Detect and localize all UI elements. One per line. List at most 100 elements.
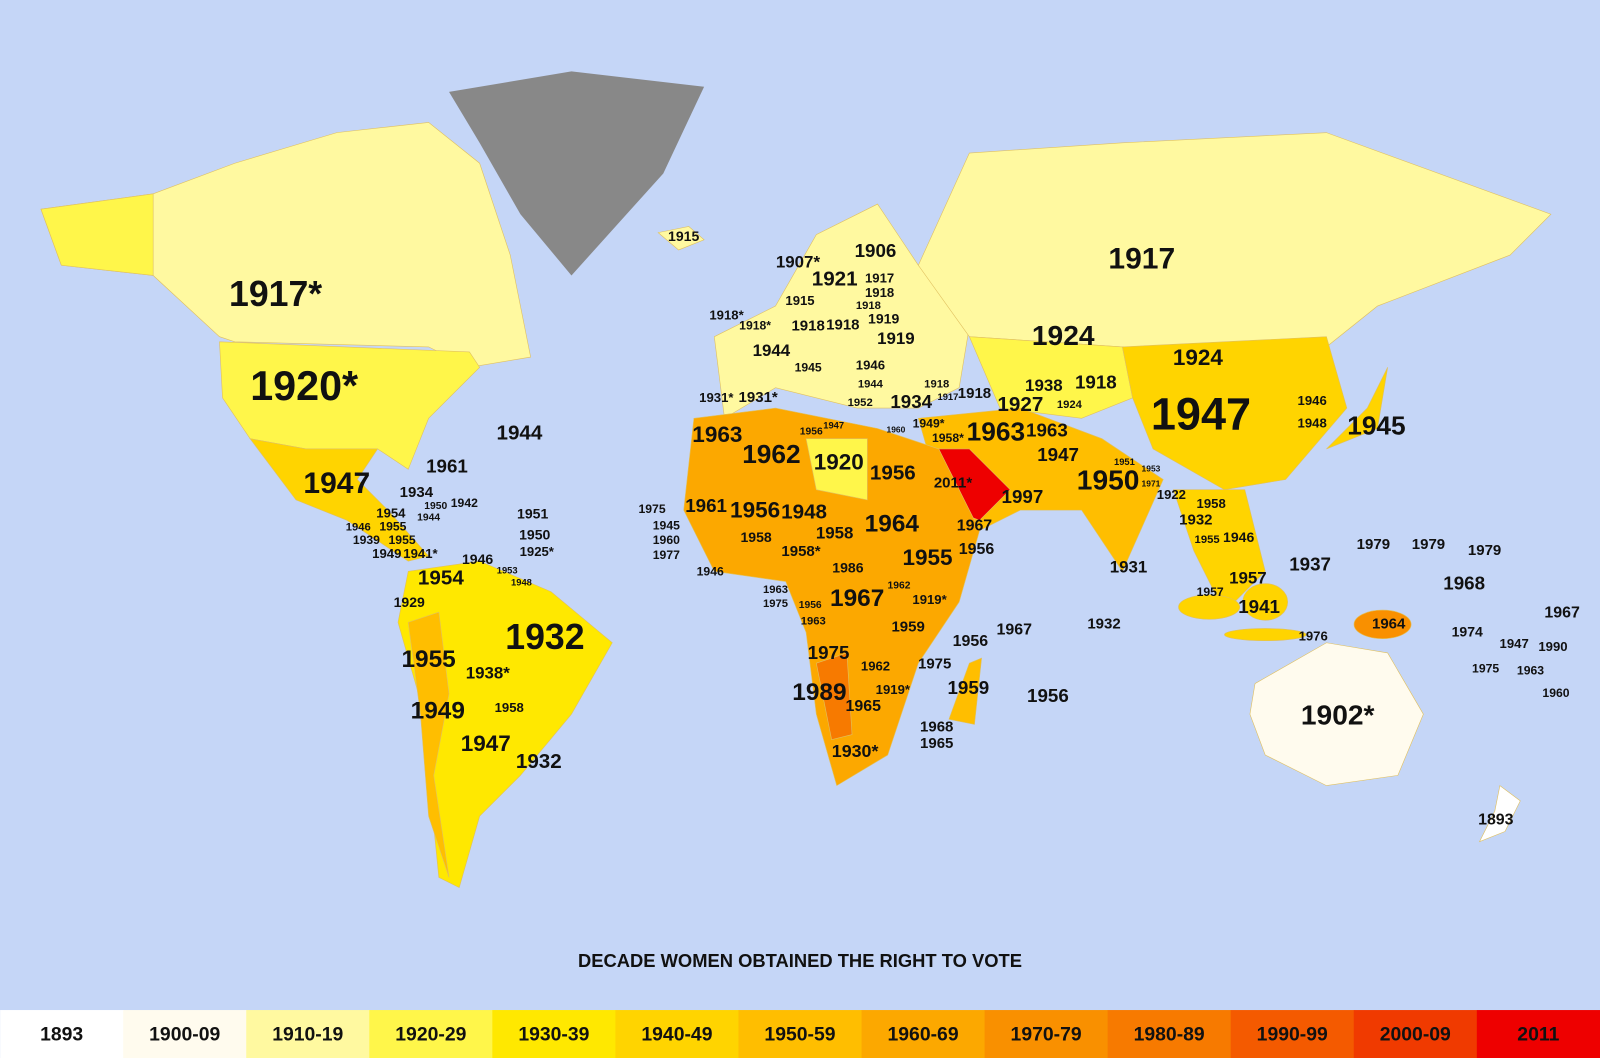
legend-swatch <box>738 1010 863 1058</box>
legend-label: 1920-29 <box>395 1024 466 1046</box>
year-label: 1997 <box>1002 486 1044 507</box>
legend-swatch <box>492 1010 616 1058</box>
year-label: 1948 <box>781 500 827 523</box>
year-label: 1946 <box>346 522 371 534</box>
year-label: 1956 <box>959 541 995 558</box>
year-label: 1946 <box>1298 393 1327 408</box>
year-label: 1963 <box>763 584 788 596</box>
year-label: 1917 <box>1108 242 1175 275</box>
legend-swatch <box>246 1010 370 1058</box>
year-label: 1957 <box>1197 585 1224 599</box>
year-label: 1924 <box>1057 399 1083 411</box>
year-label: 1956 <box>730 497 780 522</box>
year-label: 1964 <box>865 511 920 538</box>
year-label: 1918* <box>709 307 744 322</box>
europe <box>713 203 970 419</box>
namibia <box>815 652 853 741</box>
year-label: 1934 <box>400 484 434 501</box>
year-label: 1902* <box>1301 699 1375 730</box>
japan <box>1326 367 1388 450</box>
legend: 1893 1900-09 1910-19 1920-29 1930-39 1940-49 1… <box>0 1010 1600 1058</box>
legend-label: 1930-39 <box>518 1024 589 1046</box>
iceland <box>657 226 705 251</box>
year-label: 1958* <box>932 431 964 445</box>
year-label: 1954 <box>418 567 464 590</box>
madagascar <box>948 657 982 725</box>
year-label: 1945 <box>1347 411 1405 441</box>
year-label: 1986 <box>832 559 863 575</box>
legend-swatch <box>369 1010 493 1058</box>
central-asia <box>968 336 1133 419</box>
legend-label: 1990-99 <box>1257 1024 1328 1046</box>
year-label: 1915 <box>668 228 699 244</box>
legend-label: 2011 <box>1517 1024 1559 1046</box>
year-label: 1954 <box>376 505 406 520</box>
year-label: 1947 <box>461 731 511 756</box>
year-label: 1945 <box>795 360 822 374</box>
legend-swatch <box>1476 1010 1600 1058</box>
year-label: 1951 <box>517 505 548 521</box>
legend-label: 1900-09 <box>149 1024 220 1046</box>
year-label: 1956 <box>953 633 989 650</box>
year-label: 1979 <box>1468 542 1501 559</box>
papua-new-guinea <box>1353 609 1412 639</box>
year-label: 1919 <box>877 329 915 348</box>
year-label: 1906 <box>855 240 897 261</box>
legend-label: 1970-79 <box>1011 1024 1082 1046</box>
year-label: 1958 <box>495 700 524 715</box>
year-label: 1920* <box>250 363 359 409</box>
year-label: 1934 <box>890 391 932 412</box>
year-label: 1932 <box>516 750 562 773</box>
legend-label: 1940-49 <box>641 1024 712 1046</box>
legend-swatch <box>1107 1010 1232 1058</box>
year-label: 2011* <box>934 475 973 492</box>
legend-label: 1893 <box>40 1024 83 1046</box>
year-label: 1967 <box>830 585 884 612</box>
year-label: 1930* <box>832 741 879 761</box>
year-label: 1951 <box>1114 457 1135 467</box>
year-label: 1941* <box>403 546 438 561</box>
legend-swatch <box>615 1010 739 1058</box>
year-label: 1975 <box>808 642 850 663</box>
legend-swatch <box>0 1010 124 1058</box>
year-label: 1964 <box>1372 615 1406 632</box>
canada <box>40 122 532 368</box>
year-label: 1918 <box>1075 372 1117 393</box>
year-label: 1939 <box>353 533 380 547</box>
year-label: 1918 <box>826 317 859 334</box>
year-label: 1971 <box>1142 479 1161 489</box>
legend-label: 1910-19 <box>272 1024 343 1046</box>
year-label: 1958 <box>1197 496 1226 511</box>
year-label: 1938 <box>1025 376 1063 395</box>
year-label: 1947 <box>1151 389 1251 440</box>
borneo <box>1242 583 1288 621</box>
legend-label: 1960-69 <box>888 1024 959 1046</box>
year-label: 1918 <box>924 379 949 391</box>
sumatra <box>1178 594 1241 620</box>
year-label: 1937 <box>1289 553 1331 574</box>
year-label: 1920 <box>814 449 864 474</box>
year-label: 1918 <box>856 300 881 312</box>
year-label: 1918 <box>791 318 824 335</box>
year-label: 1947 <box>823 421 844 431</box>
year-label: 1919 <box>868 310 899 326</box>
year-label: 1963 <box>801 615 826 627</box>
year-label: 1931 <box>1110 557 1148 576</box>
year-label: 1962 <box>887 581 910 592</box>
year-label: 1955 <box>389 533 416 547</box>
year-label: 1963 <box>967 417 1025 447</box>
year-label: 1949 <box>372 546 401 561</box>
year-label: 1956 <box>1027 685 1069 706</box>
year-label: 1953 <box>1142 463 1161 473</box>
year-label: 1967 <box>997 622 1033 639</box>
year-label: 1953 <box>497 565 518 575</box>
year-label: 1922 <box>1157 487 1186 502</box>
year-label: 1931* <box>739 389 778 406</box>
year-label: 1975 <box>639 502 666 516</box>
year-label: 1931* <box>699 390 734 405</box>
year-label: 1932 <box>505 617 584 657</box>
legend-label: 2000-09 <box>1380 1024 1451 1046</box>
year-label: 1919* <box>912 592 947 607</box>
year-label: 1968 <box>920 719 953 736</box>
